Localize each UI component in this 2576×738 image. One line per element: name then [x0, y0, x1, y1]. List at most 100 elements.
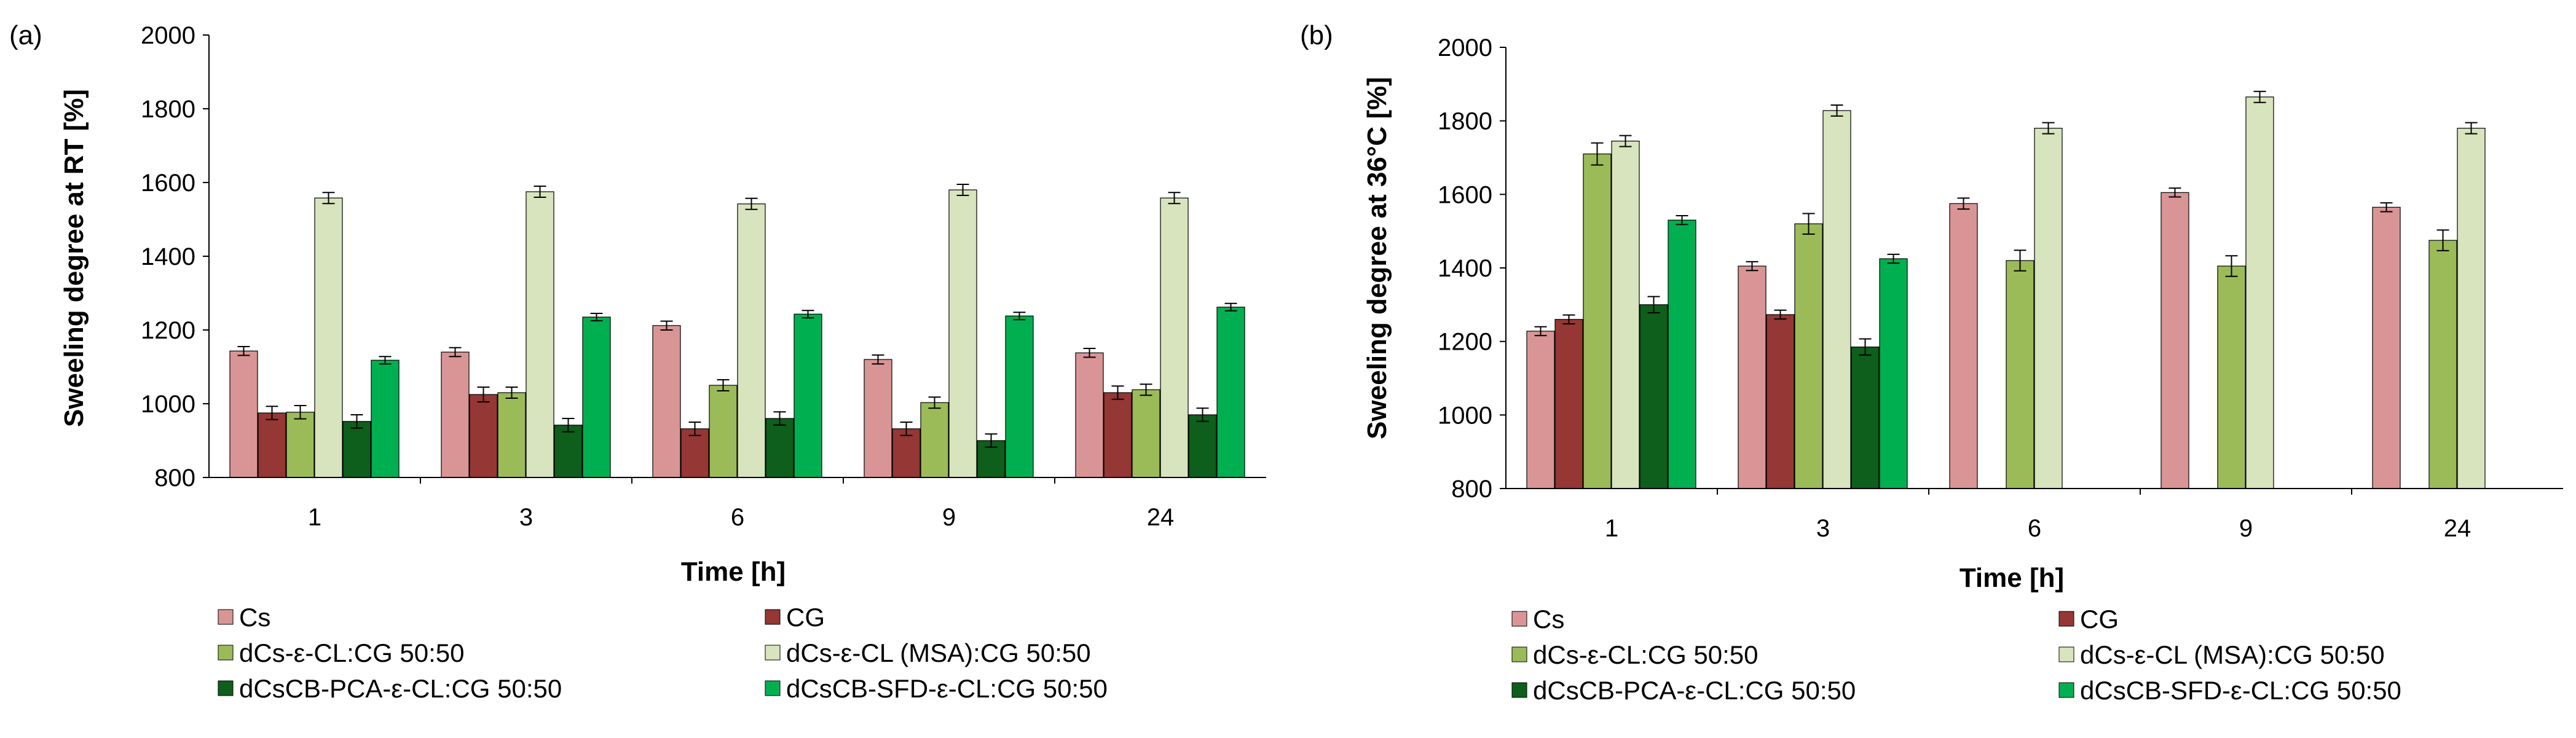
x-tick-label: 3 — [1816, 515, 1830, 542]
bar — [2160, 192, 2189, 489]
legend-label: dCsCB-PCA-ε-CL:CG 50:50 — [1533, 676, 1856, 705]
panel-b-x-ticks: 1 3 6 9 24 — [1605, 489, 2471, 542]
bar — [2217, 265, 2246, 489]
bar — [652, 325, 681, 478]
bar — [1005, 315, 1034, 478]
x-tick-label: 3 — [519, 504, 533, 531]
legend-label: dCsCB-SFD-ε-CL:CG 50:50 — [2080, 676, 2401, 705]
panel-b-label: (b) — [1300, 20, 1333, 50]
legend-label: CG — [2080, 605, 2119, 634]
bar — [864, 359, 892, 478]
bar — [1879, 258, 1908, 489]
bar — [1216, 307, 1245, 478]
legend-swatch — [765, 680, 781, 696]
y-tick-label: 1200 — [141, 317, 195, 344]
bar — [794, 313, 822, 478]
bar — [441, 351, 470, 478]
bar — [1526, 331, 1555, 489]
panel-b-y-ticks: 800 1000 1200 1400 1600 1800 2000 — [1438, 34, 1506, 503]
bar — [1949, 203, 1978, 489]
legend-label: dCs-ε-CL:CG 50:50 — [239, 638, 465, 667]
x-tick-label: 9 — [2239, 515, 2253, 542]
bar — [1188, 414, 1217, 478]
x-tick-label: 6 — [731, 504, 744, 531]
bar — [342, 421, 371, 478]
legend-swatch — [765, 609, 781, 625]
bar — [2006, 260, 2034, 489]
panel-a-label: (a) — [9, 20, 42, 50]
legend-swatch — [2058, 611, 2074, 627]
bar — [371, 359, 400, 478]
bar — [2372, 206, 2401, 489]
bar — [1822, 110, 1851, 489]
panel-b-y-axis-title: Sweeling degree at 36°C [%] — [1362, 77, 1392, 439]
x-tick-label: 9 — [942, 504, 956, 531]
bar — [709, 385, 738, 478]
bar — [2428, 240, 2457, 489]
bar — [1611, 140, 1640, 489]
panel-b-bars — [1526, 90, 2486, 489]
legend-swatch — [218, 609, 234, 625]
legend-swatch — [2058, 682, 2074, 698]
bar — [765, 418, 794, 478]
bar — [1103, 392, 1132, 478]
bar — [526, 191, 554, 478]
bar — [680, 428, 709, 478]
bar — [737, 203, 766, 478]
bar — [892, 428, 921, 478]
panel-a-x-axis-title: Time [h] — [681, 557, 786, 587]
legend-swatch — [2058, 646, 2074, 662]
bar — [1794, 223, 1823, 489]
bar — [2245, 96, 2274, 489]
x-tick-label: 6 — [2028, 515, 2041, 542]
y-tick-label: 1400 — [141, 243, 195, 270]
y-tick-label: 1800 — [1438, 108, 1492, 135]
y-tick-label: 800 — [1451, 476, 1492, 503]
legend-swatch — [1511, 646, 1527, 662]
y-tick-label: 1800 — [141, 96, 195, 123]
bar — [2457, 128, 2486, 489]
bar — [286, 412, 315, 478]
bar — [1766, 314, 1795, 489]
bar — [582, 316, 611, 478]
bar — [1639, 304, 1668, 489]
bar — [1851, 347, 1880, 489]
panel-a-x-ticks: 1 3 6 9 24 — [308, 477, 1174, 531]
y-tick-label: 1000 — [141, 391, 195, 418]
panel-a-y-axis-title: Sweeling degree at RT [%] — [59, 89, 89, 427]
legend-label: dCs-ε-CL:CG 50:50 — [1533, 640, 1759, 669]
legend-label: CG — [786, 603, 825, 632]
panel-b-axes — [1505, 47, 2563, 489]
bar — [2034, 128, 2063, 489]
panel-a: (a) Sweeling degree at RT [%] 800 1000 120… — [9, 20, 1266, 703]
legend-label: dCsCB-SFD-ε-CL:CG 50:50 — [786, 674, 1108, 703]
legend-swatch — [1511, 611, 1527, 627]
panel-a-legend: Cs CG dCs-ε-CL:CG 50:50 dCs-ε-CL (MSA):CG 5… — [218, 603, 1108, 703]
y-tick-label: 1600 — [1438, 181, 1492, 208]
x-tick-label: 1 — [1605, 515, 1618, 542]
x-tick-label: 24 — [1147, 504, 1175, 531]
legend-swatch — [1511, 682, 1527, 698]
y-tick-label: 1200 — [1438, 329, 1492, 356]
bar — [1160, 197, 1189, 478]
bar — [1668, 219, 1696, 489]
legend-label: Cs — [1533, 605, 1564, 634]
bar — [554, 425, 583, 478]
bar — [1132, 389, 1160, 478]
bar — [497, 392, 526, 478]
bar — [469, 394, 498, 478]
bar — [920, 402, 949, 478]
bar — [948, 189, 977, 478]
bar — [1075, 352, 1104, 478]
y-tick-label: 1400 — [1438, 255, 1492, 282]
y-tick-label: 2000 — [1438, 34, 1492, 61]
bar — [229, 350, 258, 478]
y-tick-label: 800 — [154, 465, 195, 492]
bar — [1583, 153, 1612, 489]
bar — [1738, 265, 1767, 489]
bar — [1554, 319, 1583, 489]
x-tick-label: 1 — [308, 504, 321, 531]
y-tick-label: 1600 — [141, 170, 195, 197]
bar — [314, 197, 343, 478]
